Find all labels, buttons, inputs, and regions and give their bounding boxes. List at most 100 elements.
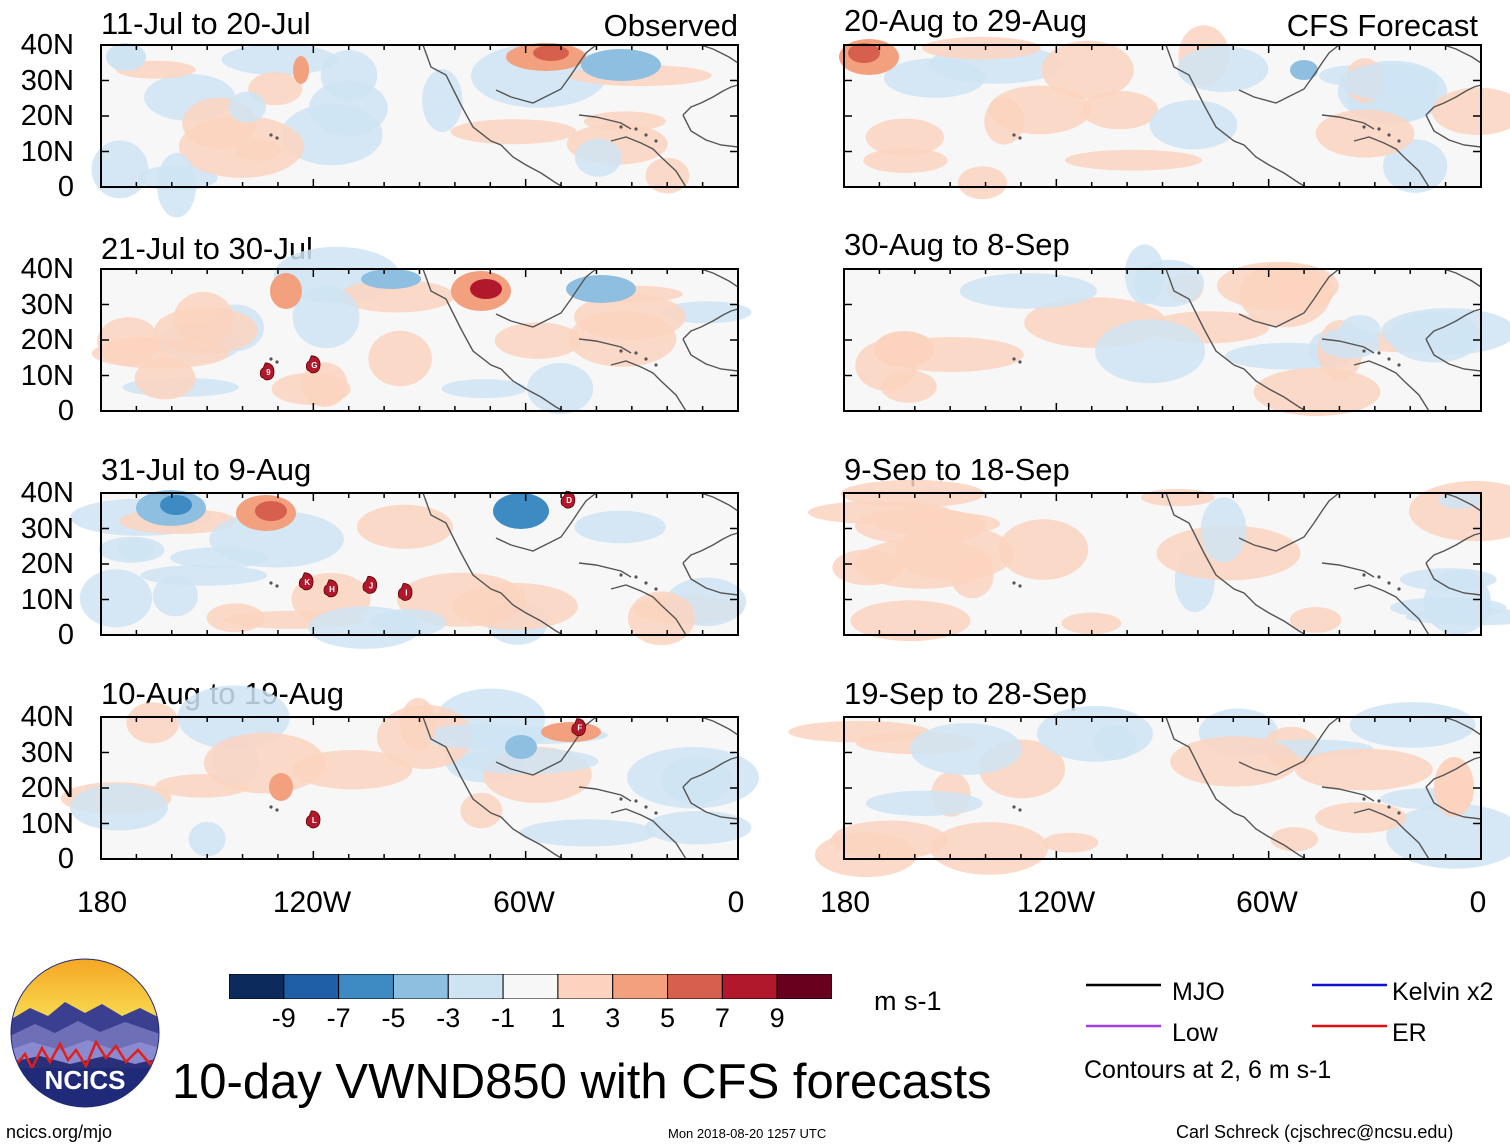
y-tick-label: 10N	[20, 135, 74, 168]
map-forecast-4-anomaly-blob	[1386, 803, 1510, 869]
coastline	[610, 136, 687, 188]
legend-line-low	[1086, 1024, 1161, 1028]
map-observed-4-anomaly-blob	[126, 702, 179, 744]
map-forecast-3-anomaly-blob	[1140, 488, 1215, 507]
y-tick-label: 20N	[20, 548, 74, 580]
colorbar-swatch	[447, 973, 504, 1000]
tropical-cyclone-marker: I	[397, 582, 413, 601]
map-observed-3-anomaly-blob	[308, 606, 422, 649]
coastline	[1425, 786, 1482, 820]
tropical-cyclone-marker: D	[560, 490, 576, 509]
y-tick-label: 20N	[20, 100, 74, 132]
map-forecast-1-anomaly-blob	[1041, 40, 1134, 100]
legend-line-mjo	[1086, 983, 1161, 987]
coastline	[578, 114, 632, 130]
colorbar-label: -1	[491, 1003, 516, 1033]
svg-text:G: G	[311, 361, 317, 370]
svg-text:L: L	[312, 816, 317, 825]
map-forecast-2-anomaly-blob	[1133, 259, 1205, 307]
site-link[interactable]: ncics.org/mjo	[6, 1122, 113, 1142]
island	[644, 805, 648, 809]
coastline	[1165, 268, 1307, 412]
tropical-cyclone-marker: K	[298, 572, 314, 591]
coastline	[1425, 562, 1482, 596]
ncics-logo: NCICS	[10, 958, 160, 1108]
x-tick-label: 180	[819, 886, 871, 919]
coastline	[578, 338, 632, 354]
island	[275, 360, 279, 364]
map-forecast-2	[843, 244, 1510, 416]
coastline	[578, 562, 632, 578]
tropical-cyclone-marker: J	[362, 575, 378, 594]
map-forecast-1-anomaly-blob	[883, 58, 986, 98]
panel-title: 11-Jul to 20-Jul	[101, 6, 311, 41]
map-observed-4-anomaly-blob	[203, 732, 326, 794]
coastline	[700, 716, 739, 736]
map-observed-2-anomaly-blob	[338, 279, 455, 313]
coastline	[1443, 268, 1482, 288]
y-tick-label: 40N	[20, 29, 74, 61]
tropical-cyclone-marker: H	[323, 579, 339, 598]
map-observed-3-anomaly-blob	[117, 537, 155, 561]
map-observed-3-anomaly-blob	[628, 591, 695, 646]
map-observed-4-anomaly-blob	[188, 821, 226, 857]
map-observed-4-anomaly-blob	[519, 819, 656, 847]
svg-text:J: J	[369, 581, 373, 590]
map-observed-3-anomaly-blob	[357, 504, 453, 549]
map-observed-4: FL	[60, 685, 759, 860]
map-observed-3-anomaly-blob	[79, 569, 153, 628]
island	[644, 357, 648, 361]
map-forecast-1-anomaly-blob	[863, 148, 948, 173]
coastline	[610, 360, 687, 412]
island	[275, 584, 279, 588]
logo-graphic: NCICS	[10, 958, 160, 1108]
map-forecast-1-anomaly-blob	[1339, 63, 1440, 101]
island	[654, 811, 658, 815]
island	[654, 139, 658, 143]
map-observed-1-anomaly-blob	[156, 152, 197, 218]
map-forecast-2-anomaly-blob	[1216, 261, 1339, 311]
contour-note: Contours at 2, 6 m s-1	[1084, 1056, 1332, 1084]
strong-anomaly	[541, 722, 601, 742]
colorbar-swatch	[721, 973, 778, 1000]
island	[1377, 351, 1381, 355]
timestamp: Mon 2018-08-20 1257 UTC	[668, 1126, 827, 1141]
island	[1018, 136, 1022, 140]
coastline	[1443, 716, 1482, 736]
island	[1018, 360, 1022, 364]
x-tick-label: 120W	[272, 886, 352, 919]
map-observed-3-anomaly-blob	[209, 511, 344, 568]
island	[1018, 808, 1022, 812]
island	[1012, 133, 1016, 137]
coastline	[682, 114, 739, 148]
map-observed-1-anomaly-blob	[308, 80, 388, 136]
map-forecast-3-anomaly-blob	[850, 600, 971, 642]
svg-text:I: I	[405, 588, 407, 597]
island	[269, 133, 273, 137]
coastline	[1238, 492, 1340, 552]
colorbar-label: -7	[326, 1003, 351, 1033]
coastline	[495, 492, 597, 552]
panel-title: 19-Sep to 28-Sep	[844, 676, 1088, 711]
svg-text:D: D	[566, 496, 572, 505]
map-observed-2-anomaly-blob	[574, 294, 686, 340]
island	[619, 349, 623, 353]
colorbar-label: 1	[550, 1003, 566, 1033]
coastline	[495, 268, 597, 328]
coastline	[1321, 114, 1375, 130]
island	[1362, 573, 1366, 577]
strong-anomaly	[293, 56, 309, 84]
map-forecast-2-anomaly-blob	[880, 370, 937, 403]
coastline	[1353, 584, 1430, 636]
strong-anomaly	[874, 331, 934, 367]
colorbar-swatch	[776, 973, 833, 1000]
svg-text:F: F	[577, 724, 582, 733]
colorbar-swatch	[283, 973, 340, 1000]
map-forecast-4-anomaly-blob	[1170, 736, 1299, 787]
map-forecast-4-anomaly-blob	[1270, 827, 1319, 852]
map-forecast-1-anomaly-blob	[1064, 149, 1202, 171]
map-observed-2-anomaly-blob	[494, 322, 581, 359]
strong-anomaly	[566, 275, 636, 303]
map-forecast-3-anomaly-blob	[875, 511, 1001, 536]
map-forecast-3-anomaly-blob	[950, 551, 994, 599]
